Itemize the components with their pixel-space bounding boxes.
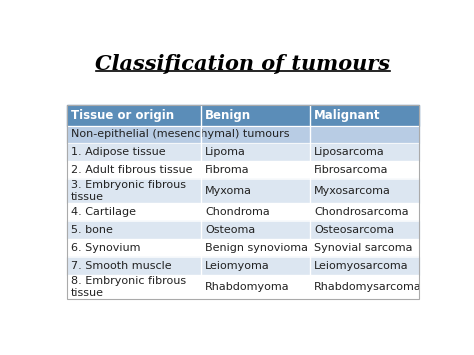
FancyBboxPatch shape xyxy=(66,275,419,299)
Text: 7. Smooth muscle: 7. Smooth muscle xyxy=(71,261,172,271)
Text: Osteosarcoma: Osteosarcoma xyxy=(314,225,394,235)
FancyBboxPatch shape xyxy=(66,239,419,257)
FancyBboxPatch shape xyxy=(66,105,419,126)
Text: Fibroma: Fibroma xyxy=(205,165,250,175)
FancyBboxPatch shape xyxy=(66,257,419,275)
FancyBboxPatch shape xyxy=(66,221,419,239)
Text: 2. Adult fibrous tissue: 2. Adult fibrous tissue xyxy=(71,165,192,175)
Text: Non-epithelial (mesenchymal) tumours: Non-epithelial (mesenchymal) tumours xyxy=(71,130,290,140)
Text: 5. bone: 5. bone xyxy=(71,225,113,235)
Text: Osteoma: Osteoma xyxy=(205,225,255,235)
Text: Leiomyosarcoma: Leiomyosarcoma xyxy=(314,261,409,271)
FancyBboxPatch shape xyxy=(66,203,419,221)
Text: Myxosarcoma: Myxosarcoma xyxy=(314,186,391,196)
Text: Tissue or origin: Tissue or origin xyxy=(71,109,174,122)
Text: Myxoma: Myxoma xyxy=(205,186,252,196)
Text: Leiomyoma: Leiomyoma xyxy=(205,261,270,271)
Text: Benign: Benign xyxy=(205,109,251,122)
Text: Chondroma: Chondroma xyxy=(205,207,270,217)
Text: Classification of tumours: Classification of tumours xyxy=(95,54,391,73)
Text: 8. Embryonic fibrous
tissue: 8. Embryonic fibrous tissue xyxy=(71,276,186,299)
Text: Rhabdomyoma: Rhabdomyoma xyxy=(205,282,290,292)
Text: Benign synovioma: Benign synovioma xyxy=(205,243,308,253)
Text: 6. Synovium: 6. Synovium xyxy=(71,243,140,253)
Text: 1. Adipose tissue: 1. Adipose tissue xyxy=(71,147,165,157)
Text: Lipoma: Lipoma xyxy=(205,147,246,157)
FancyBboxPatch shape xyxy=(66,161,419,179)
Text: Synovial sarcoma: Synovial sarcoma xyxy=(314,243,413,253)
FancyBboxPatch shape xyxy=(66,126,419,143)
FancyBboxPatch shape xyxy=(66,143,419,161)
Text: Liposarcoma: Liposarcoma xyxy=(314,147,385,157)
Text: Chondrosarcoma: Chondrosarcoma xyxy=(314,207,409,217)
Text: Fibrosarcoma: Fibrosarcoma xyxy=(314,165,389,175)
FancyBboxPatch shape xyxy=(66,179,419,203)
Text: 3. Embryonic fibrous
tissue: 3. Embryonic fibrous tissue xyxy=(71,180,186,202)
Text: Malignant: Malignant xyxy=(314,109,381,122)
Text: 4. Cartilage: 4. Cartilage xyxy=(71,207,136,217)
Text: Rhabdomysarcoma: Rhabdomysarcoma xyxy=(314,282,422,292)
